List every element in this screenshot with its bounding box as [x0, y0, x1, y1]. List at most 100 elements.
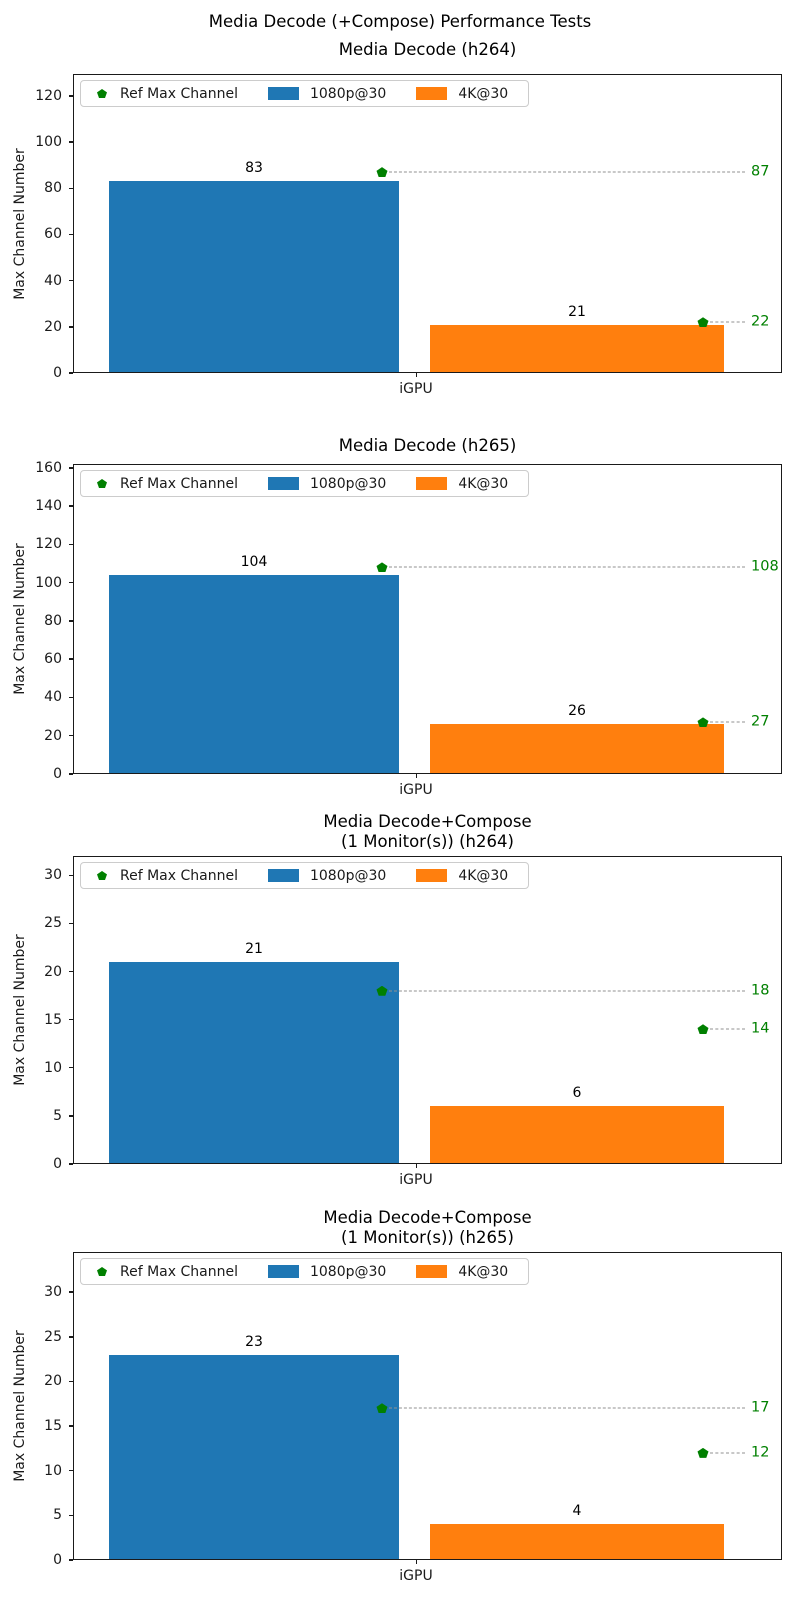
y-tick-label: 0: [53, 1552, 62, 1568]
bar-1080p30: [109, 1354, 399, 1559]
legend-item-series: 1080p@30: [267, 867, 387, 884]
legend-color-swatch: [416, 1265, 448, 1278]
legend-label: 4K@30: [458, 867, 509, 884]
ref-dashed-line: [710, 721, 745, 723]
ref-value-label: 87: [751, 163, 770, 180]
subplot-title: (1 Monitor(s)) (h264): [341, 832, 514, 851]
x-tick-mark: [416, 774, 418, 778]
legend-item-series: 1080p@30: [267, 86, 386, 102]
subplot-title: (1 Monitor(s)) (h265): [341, 1228, 514, 1247]
legend-label: 1080p@30: [309, 475, 387, 492]
ref-dashed-line: [710, 321, 745, 323]
y-tick-mark: [69, 1470, 73, 1472]
y-tick-label: 40: [44, 272, 62, 289]
y-tick-mark: [69, 922, 73, 925]
ref-value-label: 17: [751, 1399, 770, 1416]
y-tick-mark: [69, 581, 73, 584]
y-tick-label: 80: [44, 612, 62, 629]
ref-dashed-line: [389, 566, 745, 568]
y-tick-label: 15: [44, 1418, 62, 1435]
bar-4k30: [430, 724, 724, 773]
legend-color-swatch: [267, 869, 299, 882]
bar-1080p30: [109, 961, 399, 1163]
y-tick-mark: [69, 735, 73, 737]
bar-value-label: 4: [572, 1503, 582, 1520]
legend-label: 1080p@30: [309, 1263, 387, 1280]
ref-dashed-line: [389, 171, 745, 173]
subplot-title: Media Decode (h265): [338, 436, 517, 455]
legend-item-series: 1080p@30: [267, 1263, 387, 1280]
subplot-title: Media Decode (h264): [338, 40, 517, 59]
legend-label: Ref Max Channel: [120, 475, 238, 492]
legend-label: Ref Max Channel: [120, 85, 238, 102]
y-axis-label: Max Channel Number: [12, 1330, 28, 1482]
y-axis-label: Max Channel Number: [12, 934, 28, 1086]
y-tick-label: 30: [44, 867, 62, 884]
y-tick-mark: [69, 141, 73, 143]
subplot-title: Media Decode+Compose: [323, 812, 532, 831]
y-tick-label: 0: [53, 1156, 62, 1172]
ref-value-label: 12: [751, 1444, 770, 1461]
legend-label: 1080p@30: [309, 867, 387, 884]
legend-label: Ref Max Channel: [120, 1263, 238, 1280]
y-axis-label: Max Channel Number: [12, 543, 28, 695]
ref-pentagon-marker-icon: [697, 1447, 709, 1458]
bar-value-label: 21: [568, 303, 586, 320]
legend: Ref Max Channel 1080p@30 4K@30: [80, 862, 530, 889]
ref-pentagon-marker-icon: [697, 1024, 709, 1035]
legend-item-ref: Ref Max Channel: [97, 868, 238, 884]
y-tick-label: 0: [53, 766, 62, 782]
y-tick-mark: [69, 773, 73, 775]
legend-color-swatch: [416, 87, 448, 100]
legend-label: 4K@30: [458, 475, 509, 492]
y-tick-mark: [69, 467, 73, 469]
ref-dashed-line: [710, 1028, 745, 1030]
y-tick-label: 20: [44, 963, 62, 980]
legend-color-swatch: [267, 1265, 299, 1278]
y-tick-label: 80: [44, 180, 62, 197]
y-axis-label: Max Channel Number: [12, 147, 28, 300]
ref-pentagon-marker-icon: [376, 167, 388, 178]
y-tick-mark: [69, 543, 73, 546]
bar-value-label: 6: [572, 1085, 582, 1102]
y-tick-mark: [69, 95, 73, 97]
x-tick-label: iGPU: [399, 782, 433, 798]
y-tick-label: 120: [35, 536, 62, 553]
ref-pentagon-legend-icon: [97, 479, 107, 488]
y-tick-mark: [69, 372, 73, 374]
y-tick-label: 140: [35, 498, 62, 515]
y-tick-mark: [69, 1291, 73, 1293]
ref-pentagon-marker-icon: [376, 562, 388, 573]
legend-item-series: 4K@30: [416, 86, 508, 102]
ref-dashed-line: [389, 990, 745, 992]
y-tick-label: 20: [44, 727, 62, 744]
y-tick-mark: [69, 1018, 73, 1021]
bar-value-label: 26: [568, 703, 586, 720]
ref-dashed-line: [710, 1452, 745, 1454]
ref-pentagon-legend-icon: [97, 89, 107, 98]
legend: Ref Max Channel 1080p@30 4K@30: [80, 80, 530, 107]
y-tick-mark: [69, 1425, 73, 1427]
y-tick-mark: [69, 505, 73, 507]
y-tick-label: 25: [44, 915, 62, 932]
legend-color-swatch: [416, 869, 448, 882]
x-tick-mark: [416, 373, 418, 377]
ref-pentagon-marker-icon: [376, 1403, 388, 1414]
legend-item-ref: Ref Max Channel: [97, 476, 238, 492]
bar-4k30: [430, 324, 724, 372]
y-tick-mark: [69, 1380, 73, 1383]
y-tick-mark: [69, 970, 73, 973]
x-tick-label: iGPU: [399, 1568, 433, 1584]
y-tick-label: 15: [44, 1011, 62, 1028]
ref-value-label: 108: [751, 558, 779, 575]
y-tick-label: 5: [53, 1107, 62, 1124]
ref-pentagon-legend-icon: [97, 871, 107, 880]
y-tick-mark: [69, 187, 73, 189]
legend-color-swatch: [267, 477, 299, 490]
y-tick-label: 160: [35, 459, 62, 476]
y-tick-label: 30: [44, 1284, 62, 1301]
y-tick-label: 5: [53, 1507, 62, 1524]
ref-value-label: 27: [751, 713, 770, 730]
ref-value-label: 14: [751, 1020, 770, 1037]
figure-title: Media Decode (+Compose) Performance Test…: [208, 12, 592, 31]
